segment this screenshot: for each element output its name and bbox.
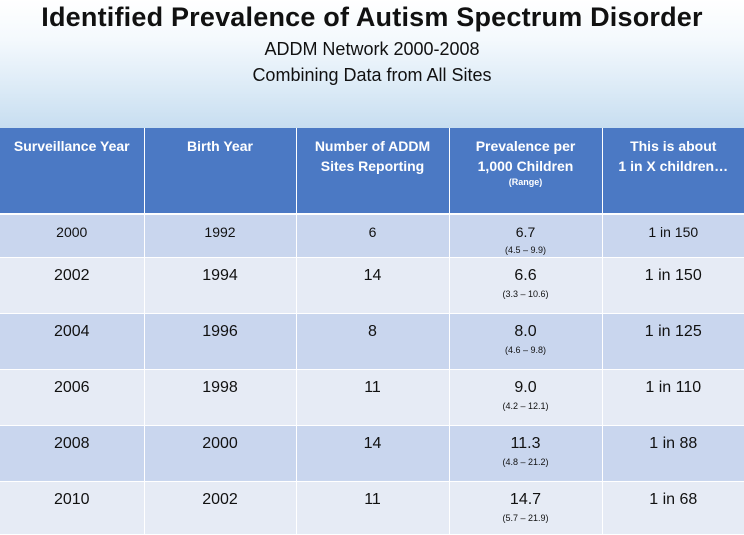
cell-birth-year: 1996: [144, 313, 297, 370]
cell-sites: 6: [296, 214, 450, 258]
cell-sites: 14: [296, 425, 450, 482]
cell-prevalence: 8.0 (4.6 – 9.8): [449, 313, 603, 370]
cell-birth-year: 1994: [144, 257, 297, 314]
header-surveillance-year-label: Surveillance Year: [13, 138, 130, 154]
cell-one-in-x: 1 in 88: [602, 425, 744, 482]
header-prevalence-line2: 1,000 Children: [477, 158, 574, 174]
cell-sites: 11: [296, 481, 450, 535]
cell-sites: 8: [296, 313, 450, 370]
header-prevalence-line1: Prevalence per: [475, 138, 576, 154]
table-row: 2000 1992 6 6.7 (4.5 – 9.9) 1 in 150: [0, 214, 744, 258]
table-row: 2010 2002 11 14.7 (5.7 – 21.9) 1 in 68: [0, 481, 744, 535]
subtitle-network: ADDM Network 2000-2008: [264, 39, 480, 59]
cell-prevalence: 14.7 (5.7 – 21.9): [449, 481, 603, 535]
header-sites-line1: Number of ADDM: [314, 138, 431, 154]
cell-birth-year: 2002: [144, 481, 297, 535]
cell-surveillance-year: 2000: [0, 214, 145, 258]
cell-prevalence: 11.3 (4.8 – 21.2): [449, 425, 603, 482]
prevalence-range: (3.3 – 10.6): [502, 289, 549, 299]
header-sites-line2: Sites Reporting: [320, 158, 425, 174]
cell-one-in-x: 1 in 150: [602, 257, 744, 314]
prevalence-value: 14.7: [509, 491, 542, 508]
header-birth-year-label: Birth Year: [187, 138, 253, 154]
cell-surveillance-year: 2010: [0, 481, 145, 535]
cell-surveillance-year: 2004: [0, 313, 145, 370]
header-prevalence-range: (Range): [508, 177, 543, 187]
header-prevalence: Prevalence per 1,000 Children (Range): [449, 128, 603, 215]
prevalence-value: 11.3: [510, 435, 541, 452]
cell-one-in-x: 1 in 68: [602, 481, 744, 535]
prevalence-value: 9.0: [514, 379, 537, 396]
cell-birth-year: 2000: [144, 425, 297, 482]
table-row: 2004 1996 8 8.0 (4.6 – 9.8) 1 in 125: [0, 313, 744, 370]
prevalence-range: (4.2 – 12.1): [502, 401, 549, 411]
cell-birth-year: 1998: [144, 369, 297, 426]
table-row: 2008 2000 14 11.3 (4.8 – 21.2) 1 in 88: [0, 425, 744, 482]
cell-one-in-x: 1 in 125: [602, 313, 744, 370]
cell-surveillance-year: 2002: [0, 257, 145, 314]
prevalence-value: 6.7: [515, 224, 536, 240]
prevalence-range: (5.7 – 21.9): [502, 513, 549, 523]
cell-prevalence: 6.7 (4.5 – 9.9): [449, 214, 603, 258]
table-row: 2006 1998 11 9.0 (4.2 – 12.1) 1 in 110: [0, 369, 744, 426]
header-sites-reporting: Number of ADDM Sites Reporting: [296, 128, 450, 215]
table-row: 2002 1994 14 6.6 (3.3 – 10.6) 1 in 150: [0, 257, 744, 314]
header-birth-year: Birth Year: [144, 128, 297, 215]
header-surveillance-year: Surveillance Year: [0, 128, 145, 215]
cell-sites: 11: [296, 369, 450, 426]
cell-birth-year: 1992: [144, 214, 297, 258]
header-about-line1: This is about: [630, 138, 717, 154]
cell-prevalence: 6.6 (3.3 – 10.6): [449, 257, 603, 314]
header-one-in-x: This is about 1 in X children…: [602, 128, 744, 215]
slide-title: Identified Prevalence of Autism Spectrum…: [41, 2, 703, 32]
cell-prevalence: 9.0 (4.2 – 12.1): [449, 369, 603, 426]
cell-one-in-x: 1 in 150: [602, 214, 744, 258]
cell-surveillance-year: 2008: [0, 425, 145, 482]
cell-surveillance-year: 2006: [0, 369, 145, 426]
prevalence-range: (4.6 – 9.8): [504, 345, 547, 355]
table-header-row: Surveillance Year Birth Year Number of A…: [0, 128, 744, 215]
subtitle-combining: Combining Data from All Sites: [252, 65, 492, 85]
cell-sites: 14: [296, 257, 450, 314]
prevalence-value: 6.6: [514, 267, 537, 284]
cell-one-in-x: 1 in 110: [602, 369, 744, 426]
prevalence-range: (4.8 – 21.2): [502, 457, 549, 467]
header-about-line2: 1 in X children…: [618, 158, 729, 174]
prevalence-value: 8.0: [514, 323, 537, 340]
prevalence-range: (4.5 – 9.9): [504, 245, 547, 255]
prevalence-table: Surveillance Year Birth Year Number of A…: [0, 128, 744, 535]
